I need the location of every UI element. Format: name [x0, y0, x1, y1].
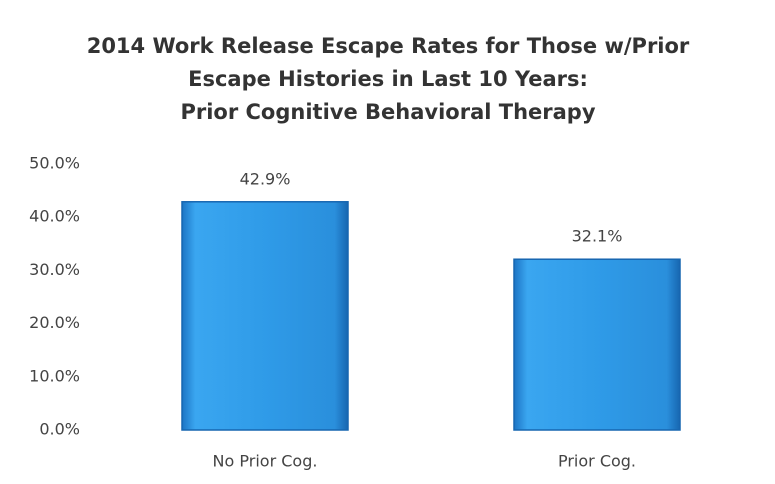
x-tick-label: Prior Cog. [558, 452, 636, 471]
y-tick-label: 20.0% [29, 313, 80, 332]
chart-title: Escape Histories in Last 10 Years: [188, 67, 588, 91]
x-tick-label: No Prior Cog. [213, 452, 318, 471]
y-tick-label: 10.0% [29, 366, 80, 385]
chart-title: Prior Cognitive Behavioral Therapy [180, 100, 595, 124]
y-tick-label: 50.0% [29, 154, 80, 173]
bar [181, 201, 349, 431]
data-label: 42.9% [240, 169, 291, 188]
chart-title: 2014 Work Release Escape Rates for Those… [87, 34, 690, 58]
y-tick-label: 0.0% [39, 420, 80, 439]
data-label: 32.1% [572, 227, 623, 246]
bar [513, 258, 681, 431]
y-tick-label: 40.0% [29, 207, 80, 226]
y-tick-label: 30.0% [29, 260, 80, 279]
